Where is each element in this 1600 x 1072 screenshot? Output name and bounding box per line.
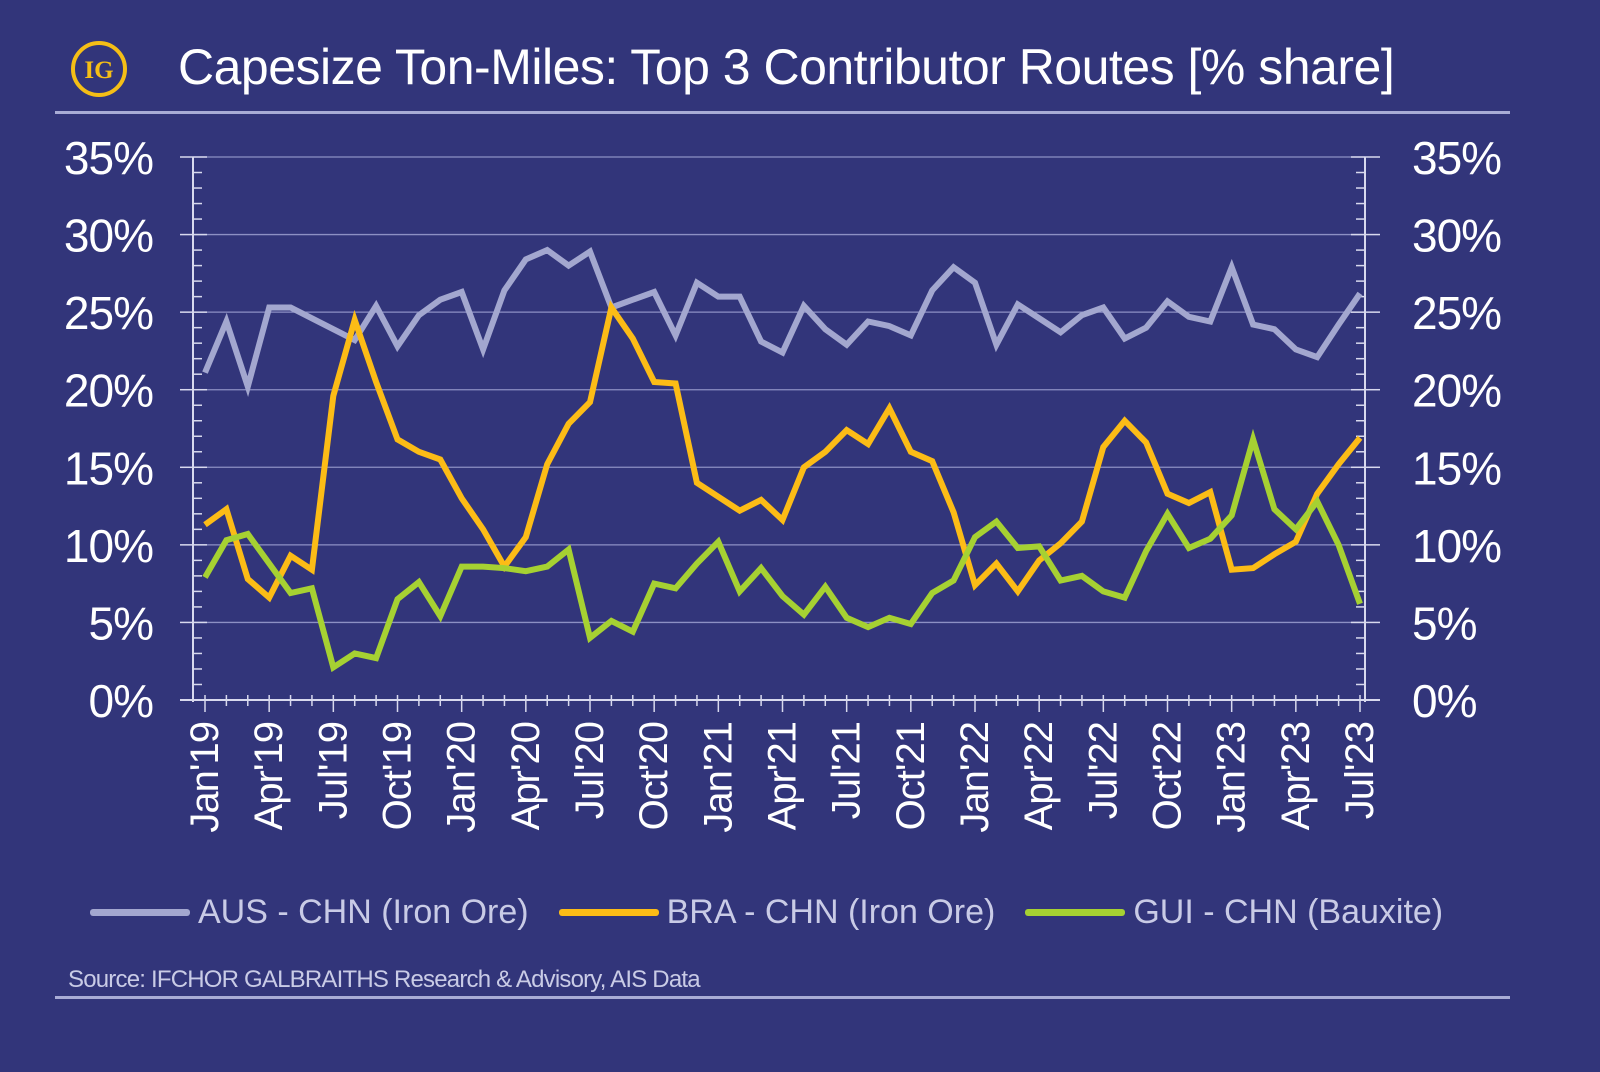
line-chart: 0% 0% 5% 5% 10% 10% 15% 15% 20% 20% 25% 25% 30% 30% 35…: [64, 132, 1502, 833]
ig-logo: IG: [71, 41, 127, 97]
series-line-aus-chn: [202, 246, 1363, 398]
y-tick-label: 0%: [89, 675, 154, 727]
y-tick-label: 5%: [89, 597, 154, 649]
x-tick-label: Jul'21: [825, 722, 869, 819]
title-divider: [55, 111, 1510, 114]
y-tick-label: 20%: [64, 365, 153, 417]
y-tick-label: 10%: [64, 520, 153, 572]
series-line-gui-chn: [202, 428, 1363, 673]
footer-divider: [55, 996, 1510, 999]
y2-tick-label: 25%: [1412, 287, 1501, 339]
x-tick-label: Apr'20: [504, 722, 548, 830]
x-tick-label: Jan'19: [183, 722, 227, 833]
y2-tick-label: 35%: [1412, 132, 1501, 184]
y-tick-label: 25%: [64, 287, 153, 339]
x-tick-label: Oct'20: [632, 722, 676, 830]
y2-tick-label: 30%: [1412, 210, 1501, 262]
legend-label: GUI - CHN (Bauxite): [1133, 893, 1444, 931]
y2-tick-label: 10%: [1412, 520, 1501, 572]
y2-tick-label: 20%: [1412, 365, 1501, 417]
y-tick-label: 30%: [64, 210, 153, 262]
x-tick-label: Jan'22: [953, 722, 997, 833]
y-tick-label: 35%: [64, 132, 153, 184]
x-tick-label: Oct'22: [1146, 722, 1190, 830]
x-tick-label: Jan'21: [696, 722, 740, 833]
x-tick-label: Apr'22: [1017, 722, 1061, 830]
legend-item-bra: BRA - CHN (Iron Ore): [558, 893, 996, 932]
x-tick-label: Apr'23: [1274, 722, 1318, 830]
x-tick-label: Jan'20: [440, 722, 484, 833]
y2-tick-label: 15%: [1412, 442, 1501, 494]
series-line-bra-chn: [203, 300, 1363, 603]
y2-tick-label: 5%: [1412, 597, 1477, 649]
x-tick-label: Jan'23: [1210, 722, 1254, 833]
legend-item-gui: GUI - CHN (Bauxite): [1025, 893, 1443, 932]
y2-tick-label: 0%: [1412, 675, 1477, 727]
x-tick-label: Oct'19: [376, 722, 420, 830]
x-tick-label: Oct'21: [889, 722, 933, 830]
x-tick-label: Jul'19: [311, 722, 355, 819]
x-tick-label: Jul'22: [1081, 722, 1125, 819]
y-tick-label: 15%: [64, 442, 153, 494]
svg-text:IG: IG: [84, 57, 113, 84]
legend-swatch: [90, 909, 190, 916]
legend-swatch: [558, 909, 659, 916]
x-tick-label: Apr'19: [247, 722, 291, 830]
legend-label: AUS - CHN (Iron Ore): [198, 893, 529, 931]
x-tick-label: Jul'23: [1338, 722, 1382, 819]
legend-swatch: [1025, 909, 1126, 916]
x-tick-label: Apr'21: [761, 722, 805, 830]
legend-item-aus: AUS - CHN (Iron Ore): [90, 893, 529, 932]
chart-title: Capesize Ton-Miles: Top 3 Contributor Ro…: [178, 39, 1395, 95]
legend: AUS - CHN (Iron Ore) BRA - CHN (Iron Ore…: [90, 893, 1443, 932]
legend-label: BRA - CHN (Iron Ore): [666, 893, 996, 931]
x-tick-label: Jul'20: [568, 722, 612, 819]
source-note: Source: IFCHOR GALBRAITHS Research & Adv…: [68, 966, 701, 993]
